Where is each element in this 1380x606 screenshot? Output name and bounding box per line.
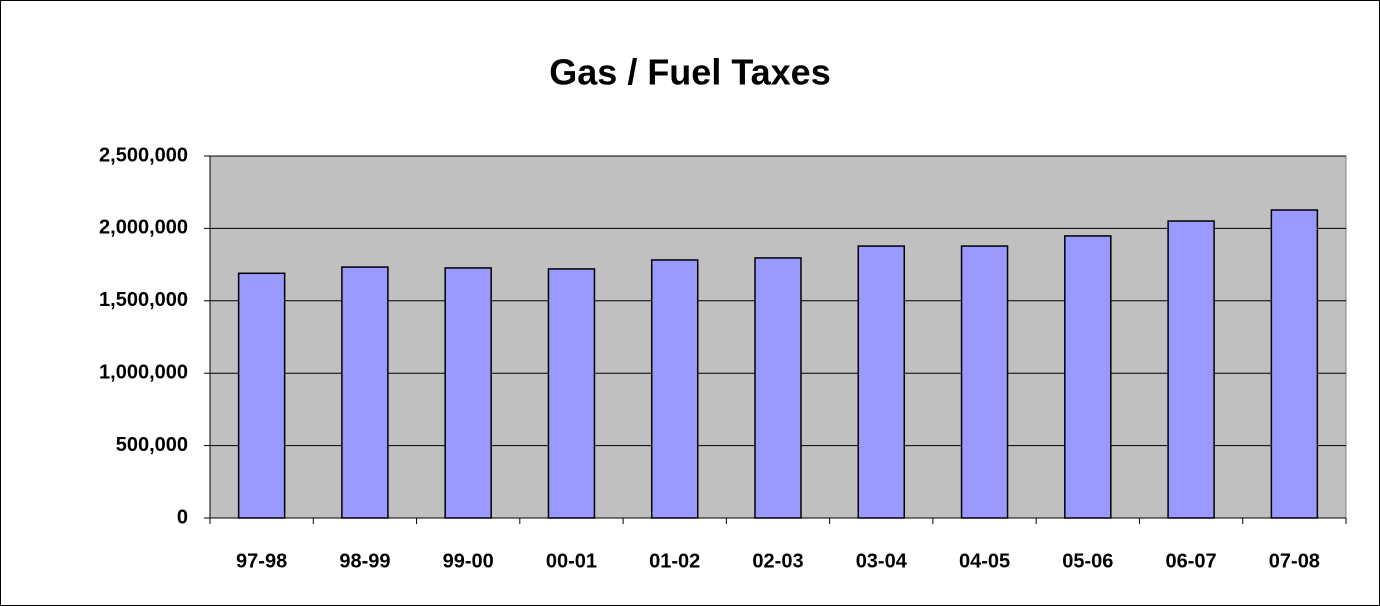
x-tick-label: 98-99: [339, 550, 390, 572]
y-tick-label: 1,000,000: [99, 361, 188, 383]
x-tick-label: 04-05: [959, 550, 1010, 572]
x-tick-label: 99-00: [443, 550, 494, 572]
x-tick-label: 97-98: [236, 550, 287, 572]
bar: [237, 272, 286, 519]
y-tick-label: 2,500,000: [99, 144, 188, 166]
bar: [547, 268, 596, 519]
chart-title: Gas / Fuel Taxes: [549, 52, 830, 93]
bar: [341, 266, 389, 519]
bar: [1270, 209, 1319, 519]
bar: [444, 267, 492, 519]
y-tick-label: 0: [177, 506, 188, 528]
bar: [857, 245, 906, 519]
bar: [650, 259, 699, 519]
x-tick-label: 07-08: [1269, 550, 1320, 572]
x-tick-label: 06-07: [1166, 550, 1217, 572]
bar: [1167, 220, 1215, 519]
bar: [754, 257, 802, 519]
y-tick-label: 2,000,000: [99, 217, 188, 239]
y-tick-label: 1,500,000: [99, 289, 188, 311]
x-tick-label: 03-04: [856, 550, 908, 572]
bar: [960, 245, 1009, 519]
x-tick-label: 00-01: [546, 550, 597, 572]
x-tick-label: 02-03: [752, 550, 803, 572]
x-tick-label: 05-06: [1062, 550, 1113, 572]
x-tick-label: 01-02: [649, 550, 700, 572]
bar: [1064, 235, 1112, 519]
y-tick-label: 500,000: [116, 434, 188, 456]
